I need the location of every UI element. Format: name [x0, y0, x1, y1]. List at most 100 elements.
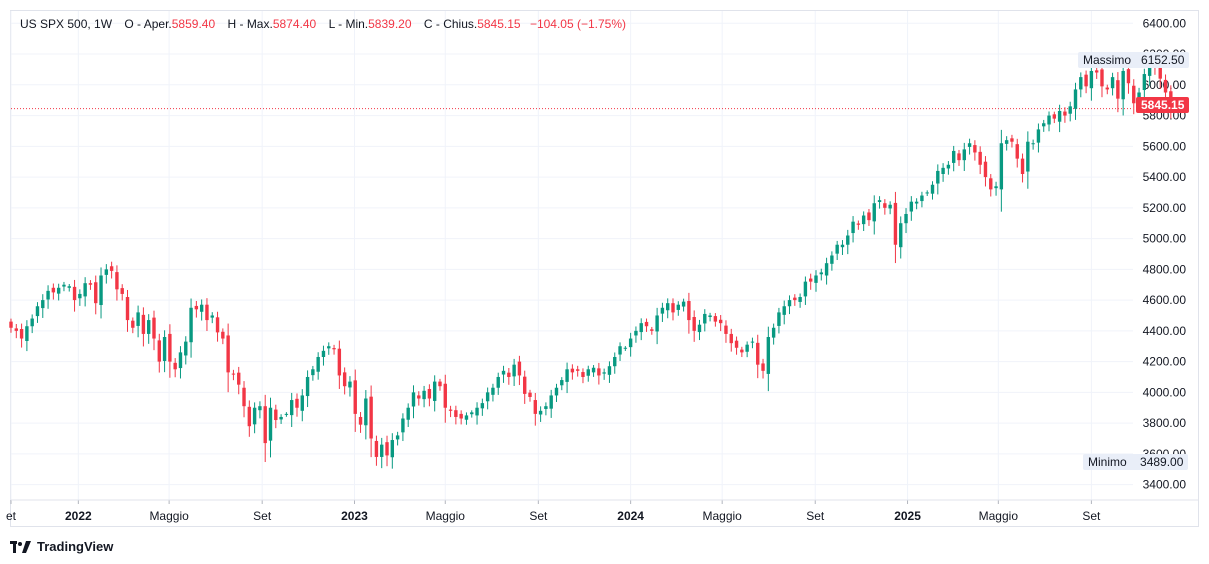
candle-body	[321, 350, 326, 357]
candle-body	[724, 325, 728, 334]
candle-body	[205, 304, 209, 321]
tradingview-brand[interactable]: TradingView	[10, 539, 113, 554]
legend-open-label: O - Aper.	[124, 17, 172, 31]
candle-body	[173, 362, 177, 370]
candle-body	[586, 369, 590, 376]
candle-body	[930, 184, 935, 194]
candle-body	[162, 337, 167, 361]
candle-body	[19, 329, 24, 339]
candle-body	[454, 410, 458, 417]
x-tick-label: Maggio	[149, 509, 189, 523]
candle-body	[517, 361, 522, 376]
candle-body	[401, 418, 405, 433]
x-tick-label: 2024	[617, 509, 644, 523]
candle-body	[432, 381, 437, 401]
candle-body	[210, 315, 214, 318]
candle-body	[1015, 144, 1019, 159]
candle-body	[104, 269, 109, 275]
candle-body	[311, 369, 315, 376]
candle-body	[491, 387, 495, 395]
candle-body	[62, 284, 66, 287]
y-tick-label: 3800.00	[1143, 416, 1187, 430]
candle-body	[1110, 77, 1115, 89]
chart-legend: US SPX 500, 1W O - Aper.5859.40 H - Max.…	[20, 17, 626, 31]
candle-body	[973, 145, 977, 153]
x-tick-label: Maggio	[426, 509, 466, 523]
y-tick-label: 6400.00	[1143, 16, 1187, 30]
candle-body	[184, 341, 188, 356]
candle-body	[41, 300, 45, 309]
candle-body	[1073, 89, 1078, 109]
candle-body	[766, 337, 771, 374]
candle-body	[538, 410, 543, 415]
candle-body	[141, 314, 146, 334]
candle-body	[734, 340, 739, 348]
candle-body	[745, 344, 749, 352]
candle-body	[279, 416, 283, 420]
candle-body	[650, 329, 654, 331]
candle-body	[348, 381, 352, 388]
candle-body	[1047, 115, 1051, 125]
candle-body	[681, 301, 686, 307]
candle-body	[697, 324, 702, 333]
candle-body	[1100, 69, 1104, 87]
candle-body	[793, 297, 797, 301]
candle-body	[226, 335, 230, 373]
candle-body	[803, 281, 808, 297]
candle-body	[115, 272, 119, 290]
last-price-tag: 5845.15	[1136, 97, 1190, 113]
candle-body	[904, 213, 908, 224]
candle-body	[1068, 106, 1072, 114]
candle-body	[422, 390, 426, 400]
candle-body	[639, 323, 643, 333]
candle-body	[692, 317, 696, 331]
candle-body	[544, 406, 548, 409]
candle-body	[146, 320, 151, 334]
candle-body	[867, 212, 871, 221]
y-tick-label: 5200.00	[1143, 201, 1187, 215]
candle-body	[1020, 158, 1025, 174]
candle-body	[761, 363, 765, 371]
candle-body	[475, 407, 479, 416]
candle-body	[549, 395, 553, 409]
candle-body	[824, 263, 829, 276]
candle-body	[1089, 70, 1094, 89]
candle-body	[109, 266, 114, 271]
candle-body	[591, 367, 596, 373]
candle-body	[125, 297, 130, 321]
candle-body	[666, 303, 670, 311]
candle-body	[327, 346, 331, 349]
candle-body	[856, 223, 861, 225]
candle-body	[443, 383, 447, 408]
candle-body	[877, 200, 882, 202]
candle-body	[342, 372, 347, 387]
candle-body	[470, 412, 474, 415]
candle-body	[411, 392, 416, 407]
legend-change: −104.05 (−1.75%)	[529, 17, 627, 31]
candle-body	[56, 287, 61, 294]
x-tick-label: et	[6, 509, 17, 523]
legend-low-value: 5839.20	[368, 17, 412, 31]
candle-body	[613, 356, 617, 367]
candle-body	[448, 409, 453, 411]
candle-body	[1094, 70, 1099, 73]
candle-body	[888, 204, 892, 209]
candle-body	[994, 186, 998, 189]
candle-body	[268, 407, 273, 441]
chart-frame[interactable]	[10, 10, 1199, 527]
candle-body	[417, 395, 421, 399]
candle-body	[777, 312, 781, 326]
max-value: 6152.50	[1141, 53, 1185, 67]
candle-body	[883, 203, 887, 208]
candle-body	[231, 373, 236, 375]
candle-body	[1063, 111, 1067, 116]
candle-body	[1142, 74, 1147, 91]
x-tick-label: Set	[1082, 509, 1101, 523]
candle-body	[602, 372, 606, 374]
candle-body	[263, 406, 267, 444]
candle-body	[25, 326, 29, 341]
candle-body	[136, 312, 140, 326]
legend-high-label: H - Max.	[227, 17, 273, 31]
candle-body	[846, 235, 850, 245]
